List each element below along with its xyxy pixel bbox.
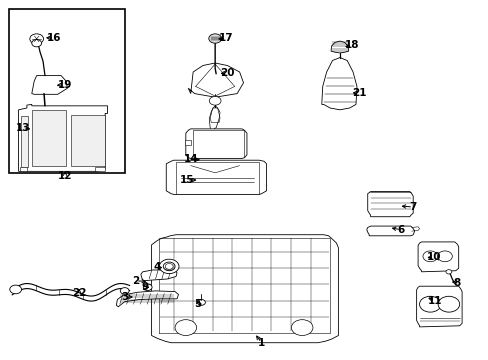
Polygon shape (20, 116, 28, 167)
Polygon shape (210, 108, 220, 122)
Circle shape (291, 320, 312, 336)
Text: 7: 7 (408, 202, 416, 212)
Text: 21: 21 (351, 88, 366, 98)
Circle shape (419, 296, 440, 312)
Circle shape (30, 34, 43, 44)
Circle shape (120, 288, 129, 294)
Text: 9: 9 (142, 282, 148, 292)
Text: 14: 14 (183, 154, 198, 164)
Circle shape (197, 300, 205, 305)
Text: 13: 13 (16, 123, 30, 133)
Text: 4: 4 (153, 262, 161, 272)
Text: 18: 18 (344, 40, 359, 50)
Polygon shape (141, 270, 177, 281)
Circle shape (422, 251, 437, 262)
Polygon shape (19, 104, 107, 171)
Text: 2: 2 (132, 276, 139, 286)
Polygon shape (321, 58, 356, 110)
Polygon shape (116, 291, 178, 307)
Text: 15: 15 (179, 175, 194, 185)
Polygon shape (185, 129, 246, 158)
Circle shape (165, 264, 173, 269)
Text: 6: 6 (397, 225, 404, 235)
Text: 22: 22 (72, 288, 86, 298)
Text: 3: 3 (121, 292, 128, 302)
Polygon shape (330, 41, 348, 53)
Text: 5: 5 (194, 299, 201, 309)
Polygon shape (417, 242, 458, 272)
Polygon shape (367, 192, 412, 217)
Circle shape (32, 40, 41, 47)
Polygon shape (143, 284, 151, 290)
Text: 19: 19 (57, 80, 72, 90)
Circle shape (209, 96, 221, 105)
Circle shape (208, 34, 221, 43)
Polygon shape (32, 76, 67, 94)
Polygon shape (20, 167, 27, 171)
Polygon shape (416, 286, 461, 327)
Circle shape (10, 285, 21, 294)
Polygon shape (95, 167, 105, 171)
Polygon shape (71, 115, 105, 166)
Text: 8: 8 (453, 278, 460, 288)
Text: 17: 17 (218, 33, 233, 43)
Text: 12: 12 (58, 171, 72, 181)
Polygon shape (32, 110, 66, 166)
Polygon shape (366, 226, 414, 236)
Text: 1: 1 (258, 338, 264, 348)
Circle shape (445, 270, 451, 274)
Circle shape (437, 251, 451, 262)
Circle shape (175, 320, 196, 336)
Circle shape (437, 296, 459, 312)
Polygon shape (188, 63, 243, 97)
Text: 10: 10 (426, 252, 441, 262)
Text: 11: 11 (427, 296, 442, 306)
Text: 16: 16 (46, 33, 61, 43)
Bar (9, 9, 125, 173)
Polygon shape (184, 140, 190, 145)
Text: 20: 20 (220, 68, 234, 78)
Polygon shape (166, 160, 266, 194)
Circle shape (143, 284, 152, 291)
Polygon shape (151, 235, 338, 343)
